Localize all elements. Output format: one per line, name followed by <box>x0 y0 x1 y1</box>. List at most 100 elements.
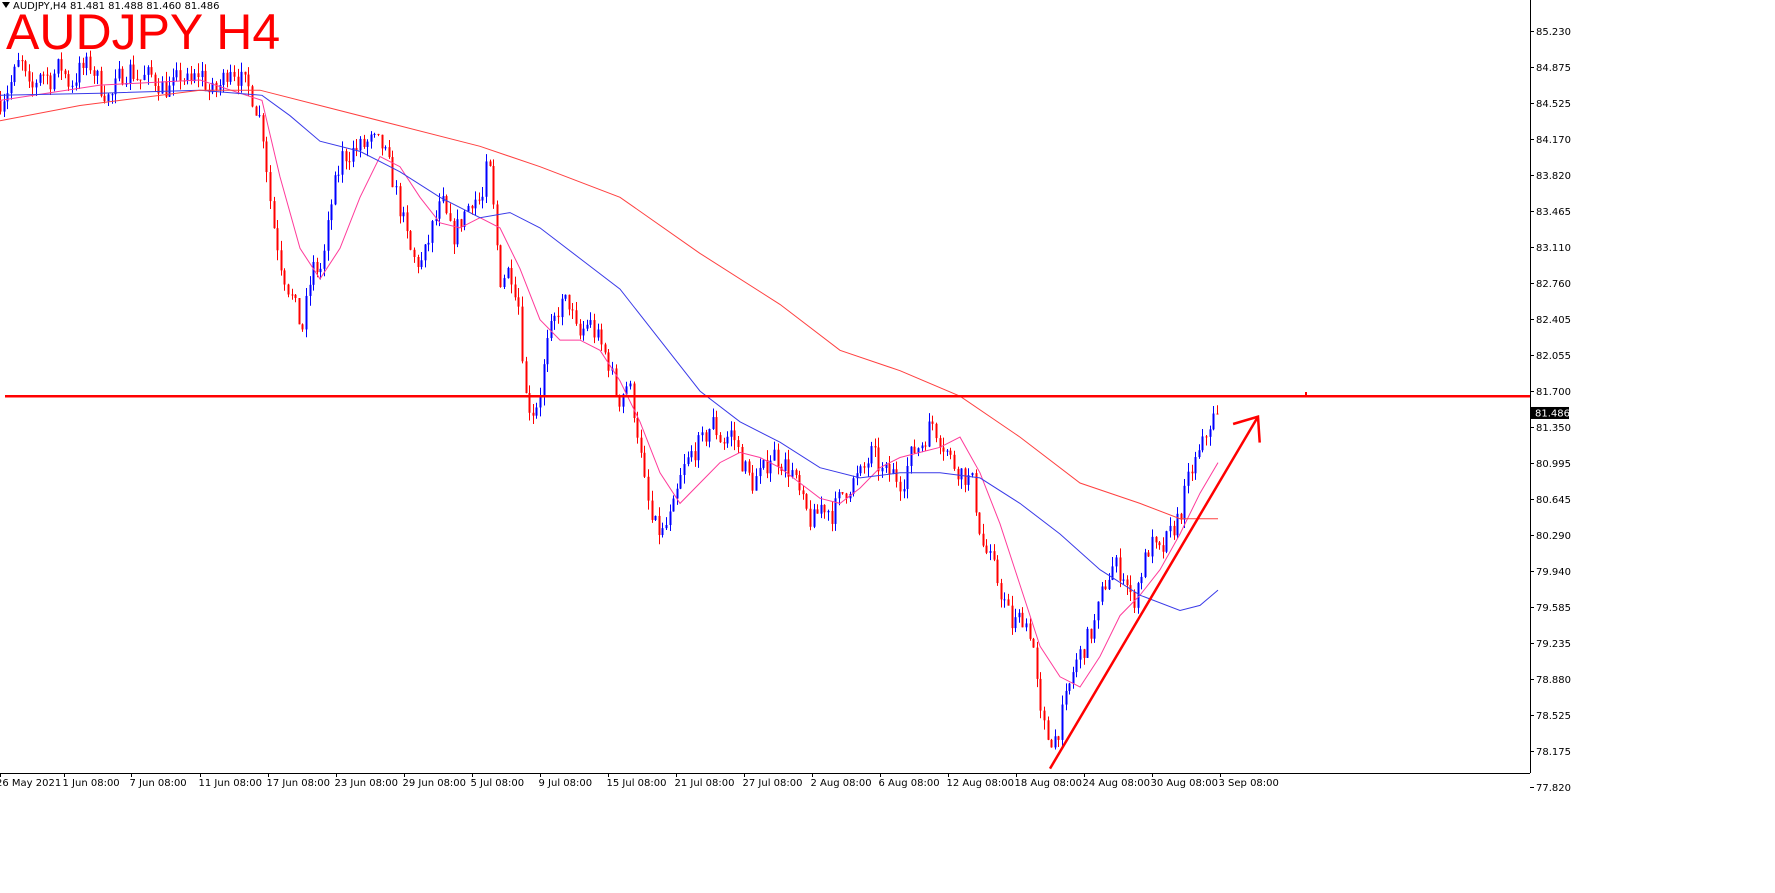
candle-body <box>1155 536 1158 543</box>
candle <box>600 323 603 351</box>
candle <box>219 79 222 96</box>
dropdown-triangle-icon[interactable] <box>2 2 10 8</box>
candle-body <box>287 284 290 295</box>
candle <box>1122 573 1125 585</box>
candle <box>1029 618 1032 641</box>
candle <box>841 492 844 495</box>
candle-body <box>913 446 916 453</box>
candle-body <box>197 73 200 78</box>
moving-averages-layer <box>0 79 1219 688</box>
candle <box>838 489 841 506</box>
candle <box>330 199 333 230</box>
candle-body <box>795 470 798 476</box>
candle <box>42 71 45 85</box>
candle-body <box>154 74 157 86</box>
candle-body <box>553 315 556 322</box>
candle-body <box>363 138 366 147</box>
candle <box>82 57 85 76</box>
candle <box>24 59 27 77</box>
x-tick-label: 9 Jul 08:00 <box>539 778 593 789</box>
candle <box>1083 648 1086 665</box>
candle <box>532 404 535 424</box>
candle <box>413 247 416 263</box>
candle <box>510 259 513 294</box>
candle-body <box>1079 649 1082 660</box>
candle <box>701 426 704 442</box>
candle-body <box>276 228 279 251</box>
last-price-label: 81.486 <box>1535 408 1570 419</box>
candle-body <box>1021 612 1024 628</box>
candle <box>175 62 178 82</box>
candle <box>777 443 780 475</box>
candle <box>215 81 218 98</box>
candle-body <box>240 71 243 86</box>
trend-arrow-icon <box>1232 415 1261 443</box>
candle-body <box>445 196 448 214</box>
candle-body <box>355 147 358 151</box>
candle-body <box>114 78 117 95</box>
x-tick-label: 6 Aug 08:00 <box>879 778 940 789</box>
candle-body <box>10 82 13 94</box>
candle-body <box>903 489 906 492</box>
x-tick-label: 2 Aug 08:00 <box>811 778 872 789</box>
candle <box>67 70 70 91</box>
candle-body <box>625 386 628 395</box>
candle-body <box>805 494 808 509</box>
candle <box>1021 607 1024 628</box>
candle <box>708 428 711 448</box>
candle-body <box>147 67 150 75</box>
candle <box>1065 683 1068 711</box>
trendline[interactable] <box>1048 416 1260 770</box>
candle <box>395 180 398 195</box>
candle-body <box>31 81 34 88</box>
x-tick-label: 15 Jul 08:00 <box>607 778 667 789</box>
candle-body <box>971 473 974 476</box>
candle <box>1007 593 1010 606</box>
candle-body <box>1025 623 1028 628</box>
candle-body <box>809 508 812 527</box>
candle <box>975 469 978 516</box>
candle-body <box>82 62 85 68</box>
candle <box>31 72 34 97</box>
candle <box>939 435 942 455</box>
candle-body <box>96 70 99 76</box>
candle <box>445 194 448 215</box>
candle <box>568 294 571 316</box>
candle <box>1061 695 1064 749</box>
candle-body <box>755 476 758 491</box>
y-tick-label: 82.405 <box>1536 315 1571 326</box>
candle-body <box>935 423 938 439</box>
candle-body <box>546 338 549 365</box>
candle <box>1054 729 1057 750</box>
candle <box>186 67 189 85</box>
candle-body <box>157 85 160 94</box>
candle-body <box>827 510 830 513</box>
candle <box>816 504 819 514</box>
candle <box>301 323 304 332</box>
candle <box>820 496 823 519</box>
candle <box>874 438 877 458</box>
candle <box>539 387 542 417</box>
candle-body <box>1147 552 1150 557</box>
candle <box>402 206 405 223</box>
candle <box>935 422 938 443</box>
candle <box>561 293 564 326</box>
candle-body <box>388 147 391 158</box>
candle <box>888 456 891 482</box>
candle <box>71 80 74 93</box>
candle-body <box>543 364 546 397</box>
candle-body <box>1104 586 1107 590</box>
candle-body <box>679 474 682 489</box>
y-tick-label: 80.995 <box>1536 459 1571 470</box>
candle-body <box>939 438 942 448</box>
candle-body <box>694 451 697 461</box>
candle-body <box>499 245 502 287</box>
candle-body <box>456 219 459 245</box>
candle-body <box>661 528 664 536</box>
candle <box>323 244 326 277</box>
candle <box>787 449 790 487</box>
candle <box>129 59 132 91</box>
candle-body <box>557 315 560 318</box>
